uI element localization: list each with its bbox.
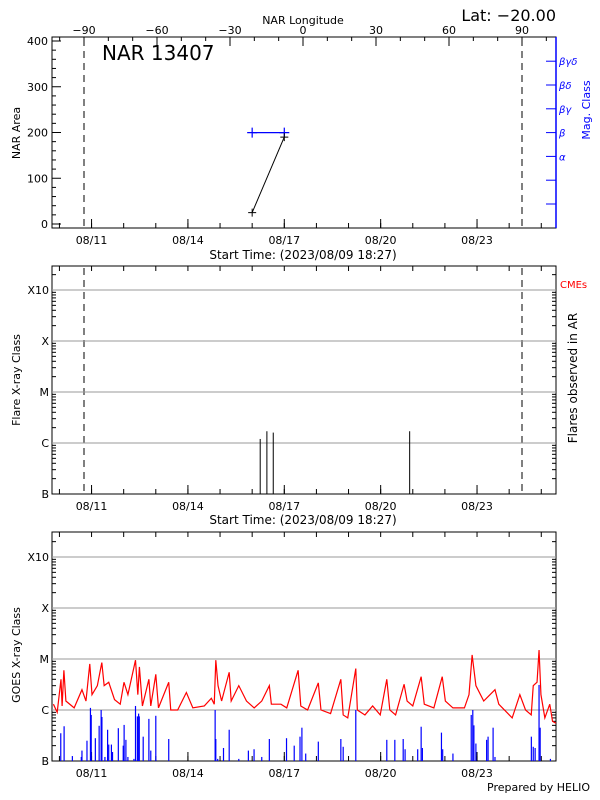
x-tick-label: 08/11	[76, 500, 108, 513]
lon-tick-label: 30	[369, 24, 383, 37]
x-tick-label: 08/23	[461, 234, 493, 247]
mag-class-label: Mag. Class	[580, 80, 593, 139]
x-tick-label: 08/11	[76, 767, 108, 780]
region-label: NAR 13407	[102, 41, 215, 65]
x-tick-label: 08/14	[172, 767, 204, 780]
x-tick-label: 08/17	[268, 767, 300, 780]
lon-tick-label: 60	[442, 24, 456, 37]
lon-tick-label: 90	[515, 24, 529, 37]
mag-class-tick-label: β	[558, 129, 566, 140]
mag-class-point	[247, 127, 258, 138]
plot-frame-0	[51, 36, 557, 229]
x-tick-label: 08/20	[365, 234, 397, 247]
nar-area-point	[280, 133, 289, 142]
x-tick-label: 08/23	[461, 500, 493, 513]
x-tick-label: 08/14	[172, 500, 204, 513]
flare-y-tick-label: X10	[27, 284, 49, 297]
goes-long-channel-line	[52, 649, 557, 724]
y-tick-label: 100	[27, 172, 48, 185]
y-tick-label: 200	[27, 127, 48, 140]
flare-ylabel: Flare X-ray Class	[10, 334, 23, 426]
nar-area-ylabel: NAR Area	[10, 107, 23, 159]
lon-tick-label: −30	[218, 24, 241, 37]
goes-y-tick-label: X	[41, 602, 49, 615]
x-tick-label: 08/17	[268, 234, 300, 247]
plot-frame-2	[51, 531, 557, 762]
x-tick-label: 08/14	[172, 234, 204, 247]
credit-label: Prepared by HELIO	[487, 781, 590, 794]
nar-area-line	[251, 136, 285, 213]
mag-class-tick-label: βγδ	[558, 57, 577, 68]
flare-y-tick-label: C	[41, 437, 49, 450]
lon-tick-label: −90	[72, 24, 95, 37]
y-tick-label: 0	[41, 218, 48, 231]
flare-y-tick-label: B	[41, 488, 49, 501]
goes-y-tick-label: M	[40, 653, 50, 666]
mag-class-tick-label: βγ	[558, 105, 572, 116]
x-tick-label: 08/23	[461, 767, 493, 780]
flare-y-tick-label: X	[41, 335, 49, 348]
goes-ylabel: GOES X-ray Class	[10, 607, 23, 703]
goes-y-tick-label: C	[41, 704, 49, 717]
mag-class-tick-label: α	[559, 152, 566, 163]
flare-y-tick-label: M	[40, 386, 50, 399]
latitude-label: Lat: −20.00	[461, 6, 556, 25]
x-tick-label: 08/11	[76, 234, 108, 247]
y-tick-label: 300	[27, 81, 48, 94]
lon-tick-label: 0	[300, 24, 307, 37]
x-tick-label: 08/17	[268, 500, 300, 513]
x-tick-label: 08/20	[365, 500, 397, 513]
x-tick-label: 08/20	[365, 767, 397, 780]
nar-area-point	[248, 208, 257, 217]
top-xlabel: Start Time: (2023/08/09 18:27)	[209, 248, 396, 262]
flares-observed-label: Flares observed in AR	[566, 313, 580, 443]
cmes-label: CMEs	[560, 280, 587, 291]
mag-class-tick-label: βδ	[558, 81, 572, 92]
middle-xlabel: Start Time: (2023/08/09 18:27)	[209, 513, 396, 527]
goes-y-tick-label: B	[41, 755, 49, 768]
y-tick-label: 400	[27, 35, 48, 48]
goes-y-tick-label: X10	[27, 551, 49, 564]
top-axis-label: NAR Longitude	[262, 14, 344, 27]
plot-frame-1	[51, 265, 557, 495]
lon-tick-label: −60	[145, 24, 168, 37]
